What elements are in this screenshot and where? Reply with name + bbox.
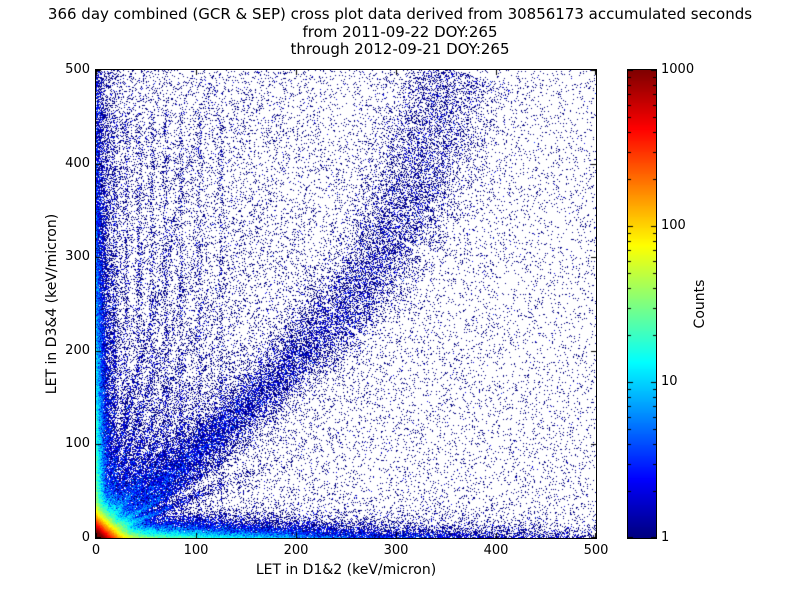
y-tick-label: 300 xyxy=(65,249,90,265)
x-axis-label: LET in D1&2 (keV/micron) xyxy=(255,562,437,578)
y-tick-label: 200 xyxy=(65,342,90,358)
chart-subtitle-from: from 2011-09-22 DOY:265 xyxy=(302,23,498,41)
x-tick-label: 400 xyxy=(483,543,509,558)
colorbar xyxy=(627,69,657,539)
x-tick-label: 300 xyxy=(383,543,409,558)
x-tick-label: 100 xyxy=(183,543,209,558)
y-tick-label: 500 xyxy=(65,62,90,77)
y-tick-label: 400 xyxy=(65,155,90,171)
colorbar-label: Counts xyxy=(692,279,708,329)
colorbar-tick-label: 100 xyxy=(661,218,686,233)
x-tick-label: 500 xyxy=(583,543,609,558)
heatmap-canvas xyxy=(96,70,596,538)
colorbar-canvas xyxy=(628,70,656,538)
colorbar-tick-label: 1 xyxy=(661,530,670,545)
x-tick-label: 0 xyxy=(91,543,101,558)
colorbar-tick-label: 10 xyxy=(661,374,678,389)
colorbar-tick-label: 1000 xyxy=(661,62,695,77)
y-tick-label: 100 xyxy=(65,436,90,452)
chart-subtitle-through: through 2012-09-21 DOY:265 xyxy=(290,40,510,58)
x-tick-label: 200 xyxy=(283,543,309,558)
plot-area xyxy=(95,69,597,539)
y-axis-label: LET in D3&4 (keV/micron) xyxy=(44,213,60,395)
chart-title: 366 day combined (GCR & SEP) cross plot … xyxy=(47,5,753,23)
y-tick-label: 0 xyxy=(81,530,90,545)
